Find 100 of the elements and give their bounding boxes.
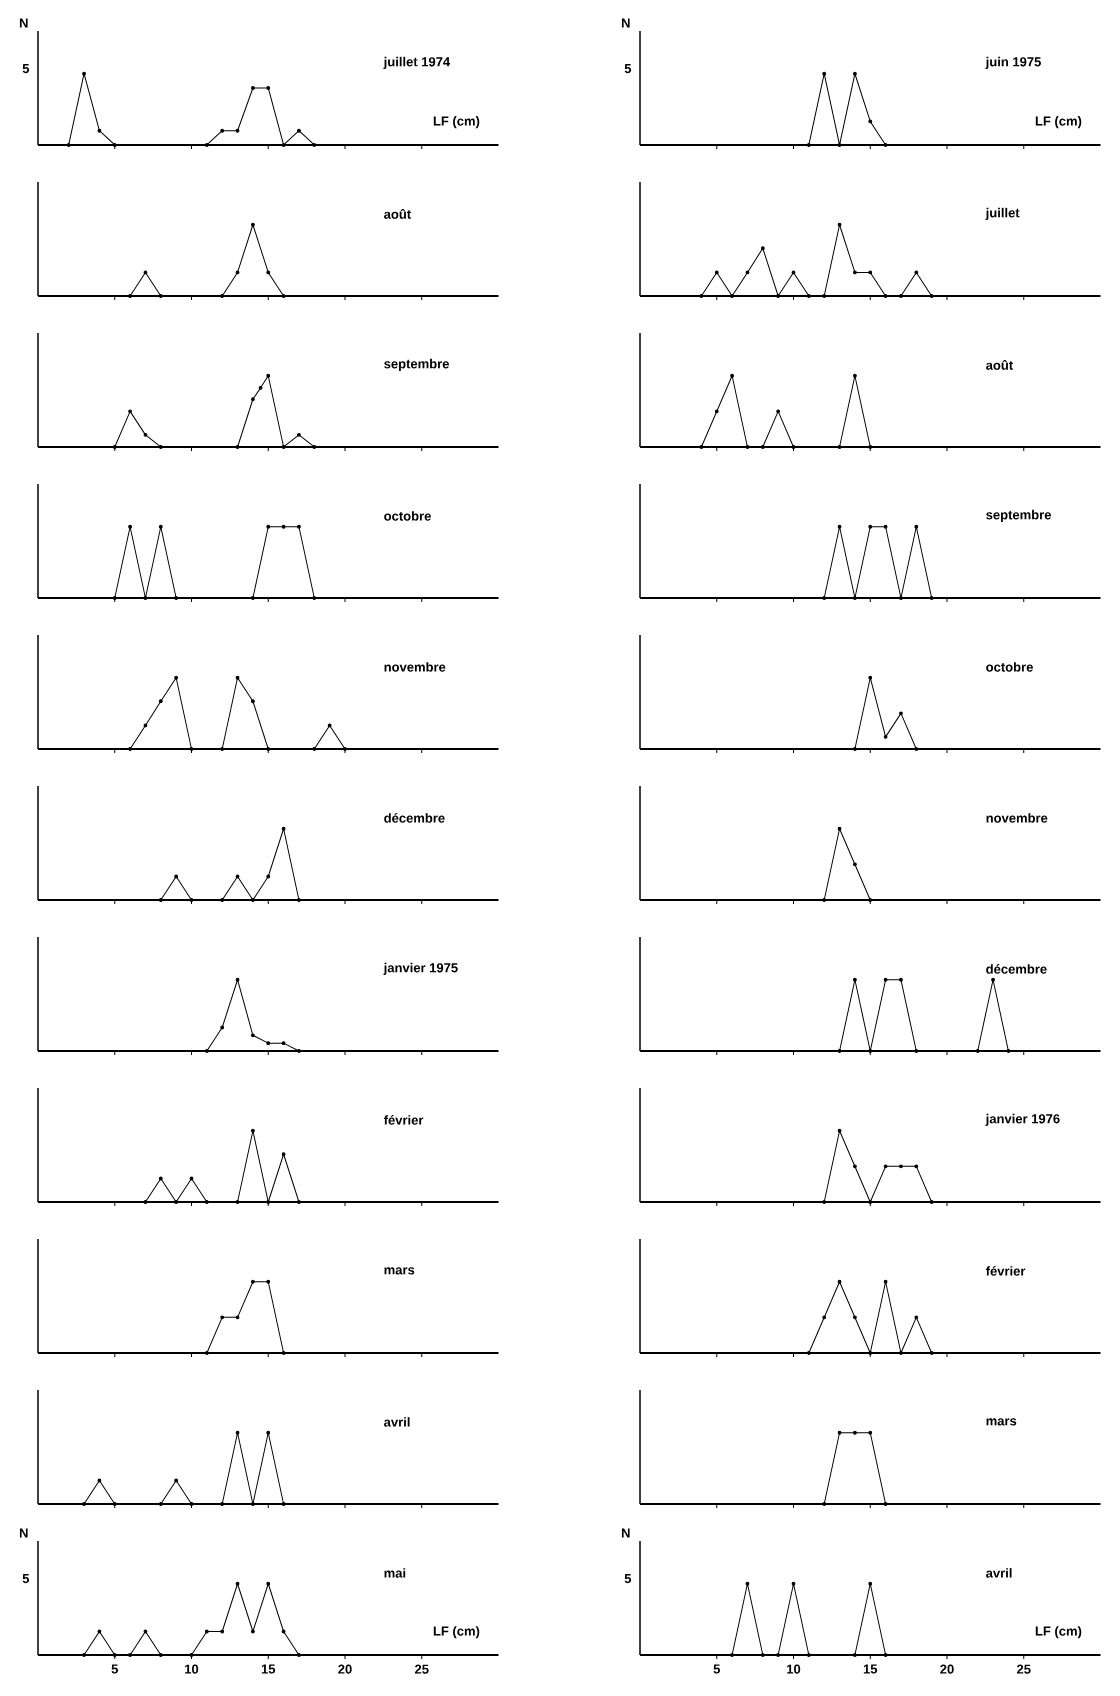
x-tick-label: 15 xyxy=(261,1664,276,1674)
point xyxy=(791,270,796,275)
chart-title: août xyxy=(986,359,1013,370)
x-tick-label: 25 xyxy=(1016,1664,1031,1674)
point xyxy=(312,143,317,147)
point xyxy=(327,723,332,728)
chart-title: septembre xyxy=(384,358,449,371)
x-tick-label: 5 xyxy=(111,1664,118,1674)
chart-title: janvier 1975 xyxy=(383,962,458,975)
chart-title: décembre xyxy=(384,813,445,823)
point xyxy=(266,1041,271,1046)
point xyxy=(235,675,240,680)
chart-title: avril xyxy=(384,1417,410,1427)
chart-title: mai xyxy=(384,1568,406,1578)
point xyxy=(158,699,163,704)
point xyxy=(883,734,888,739)
x-tick-label: 20 xyxy=(338,1664,352,1674)
point xyxy=(235,445,240,449)
point xyxy=(235,1200,240,1204)
chart-title: mars xyxy=(384,1267,415,1275)
point xyxy=(266,86,271,90)
point xyxy=(143,723,148,728)
chart-title: juillet 1974 xyxy=(383,56,451,69)
point xyxy=(220,747,225,751)
point xyxy=(204,1049,209,1053)
point xyxy=(251,1128,255,1133)
chart-title: septembre xyxy=(986,509,1051,522)
y-axis-title: N xyxy=(621,1528,630,1538)
point xyxy=(853,747,857,751)
point xyxy=(312,445,317,449)
point xyxy=(204,143,209,147)
point xyxy=(220,128,225,133)
chart-title: février xyxy=(985,1266,1026,1276)
chart-title: juin 1975 xyxy=(985,56,1041,69)
chart-title: août xyxy=(384,208,411,219)
point xyxy=(112,445,117,449)
y-axis-title: N xyxy=(19,1528,28,1538)
x-tick-label: 5 xyxy=(713,1664,721,1674)
point xyxy=(281,1041,286,1046)
point xyxy=(822,294,827,298)
x-axis-title: LF (cm) xyxy=(433,116,480,129)
x-tick-label: 25 xyxy=(414,1664,429,1674)
x-tick-label: 10 xyxy=(185,1664,199,1674)
point xyxy=(66,143,71,147)
point xyxy=(128,747,132,751)
point xyxy=(899,294,903,298)
point xyxy=(251,1033,255,1038)
point xyxy=(760,246,765,251)
chart-title: novembre xyxy=(986,813,1048,823)
chart-title: décembre xyxy=(986,964,1047,974)
point xyxy=(343,747,347,751)
point xyxy=(281,445,286,449)
point xyxy=(266,747,271,751)
chart-title: avril xyxy=(986,1568,1012,1578)
point xyxy=(745,270,750,275)
chart-title: janvier 1976 xyxy=(985,1113,1060,1126)
point xyxy=(914,747,919,751)
point xyxy=(82,71,86,76)
point xyxy=(251,699,255,704)
point xyxy=(776,294,781,298)
chart-title: octobre xyxy=(384,511,431,521)
point xyxy=(220,1025,225,1030)
point xyxy=(730,294,735,298)
point xyxy=(158,1176,163,1181)
point xyxy=(914,270,919,275)
x-axis-title: LF (cm) xyxy=(433,1626,480,1639)
x-tick-label: 20 xyxy=(940,1664,954,1674)
point xyxy=(297,1049,301,1053)
point xyxy=(714,270,719,275)
point xyxy=(143,1200,148,1204)
chart-title: juillet xyxy=(985,207,1020,220)
point xyxy=(235,128,240,133)
x-tick-label: 15 xyxy=(863,1664,878,1674)
chart-title: octobre xyxy=(986,662,1033,672)
x-tick-label: 10 xyxy=(787,1664,801,1674)
chart-title: mars xyxy=(986,1418,1017,1426)
point xyxy=(235,977,240,982)
point xyxy=(174,675,179,680)
point xyxy=(699,294,704,298)
chart-title: février xyxy=(383,1115,424,1125)
point xyxy=(251,397,255,402)
text: 5 xyxy=(624,1574,632,1584)
point xyxy=(312,747,317,751)
point xyxy=(929,294,934,298)
point xyxy=(143,432,148,437)
point xyxy=(266,373,271,378)
point xyxy=(204,1200,209,1204)
point xyxy=(883,294,888,298)
point xyxy=(899,711,903,716)
point xyxy=(128,409,132,414)
point xyxy=(297,1200,301,1204)
text: 5 xyxy=(22,64,30,74)
point xyxy=(806,294,811,298)
x-axis-title: LF (cm) xyxy=(1035,1626,1082,1639)
point xyxy=(189,747,194,751)
point xyxy=(868,675,873,680)
point xyxy=(837,222,842,227)
point xyxy=(97,128,102,133)
point xyxy=(258,385,263,390)
point xyxy=(297,432,301,437)
